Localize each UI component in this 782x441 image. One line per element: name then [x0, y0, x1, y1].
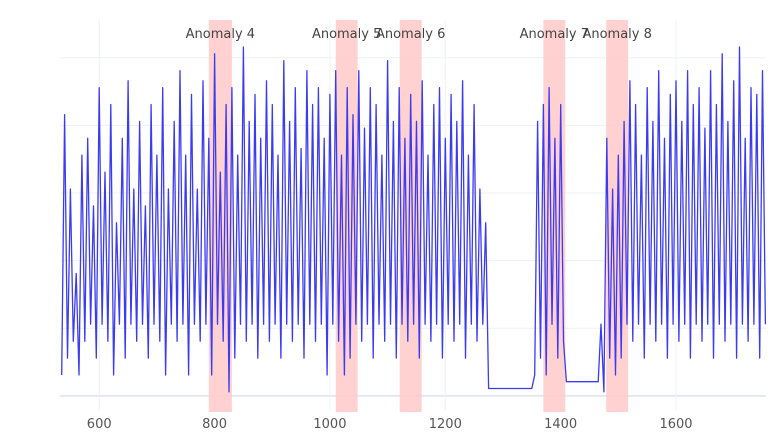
series-lines — [61, 46, 767, 393]
anomaly-label: Anomaly 7 — [520, 27, 589, 42]
x-tick-label: 1600 — [659, 417, 692, 432]
x-axis-ticks: 600 800 1000 1200 1400 1600 — [87, 417, 693, 432]
anomaly-bands — [208, 20, 629, 412]
x-tick-label: 600 — [87, 417, 112, 432]
x-tick-label: 1200 — [429, 417, 462, 432]
anomaly-band — [399, 20, 422, 412]
anomaly-label: Anomaly 5 — [312, 27, 381, 42]
series-line — [61, 46, 767, 393]
x-tick-label: 1000 — [313, 417, 346, 432]
anomaly-label: Anomaly 4 — [186, 27, 255, 42]
anomaly-label: Anomaly 6 — [376, 27, 445, 42]
anomaly-band — [335, 20, 358, 412]
x-tick-label: 1400 — [544, 417, 577, 432]
anomaly-label: Anomaly 8 — [582, 27, 651, 42]
x-tick-label: 800 — [202, 417, 227, 432]
